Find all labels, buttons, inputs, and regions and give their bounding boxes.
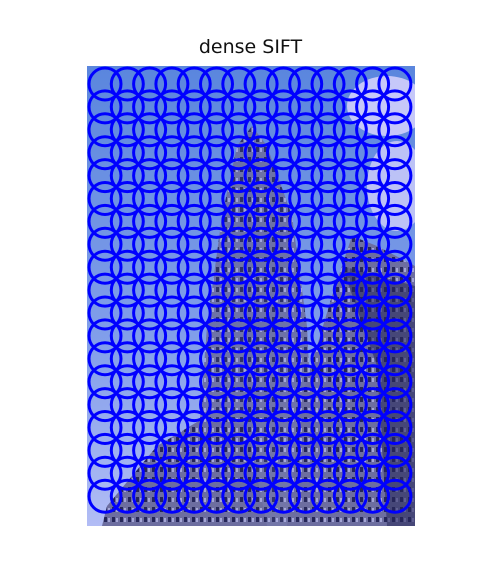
- image-panel: [87, 66, 415, 526]
- figure-title: dense SIFT: [0, 35, 501, 59]
- dense-sift-image: [87, 66, 415, 526]
